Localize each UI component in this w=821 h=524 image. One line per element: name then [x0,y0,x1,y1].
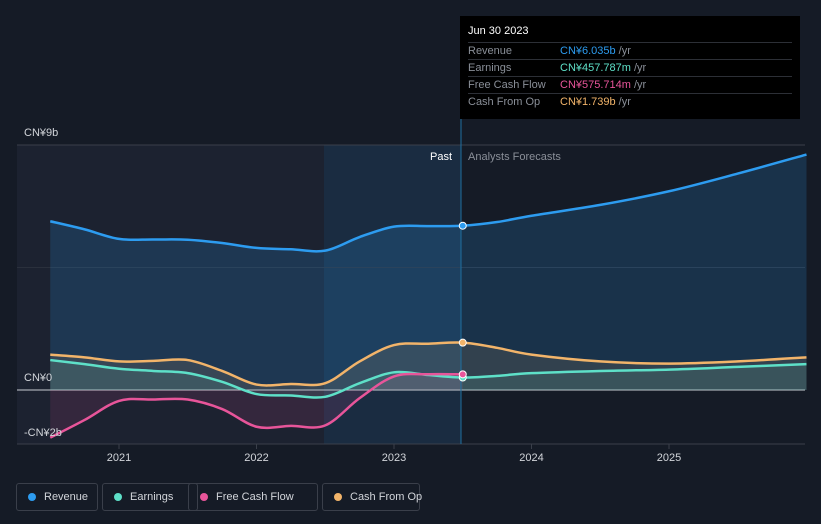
legend-label: Free Cash Flow [216,491,294,503]
x-tick-label: 2024 [519,452,543,464]
y-tick-label: -CN¥2b [24,427,62,439]
y-tick-label: CN¥0 [24,372,52,384]
cash-from-op-dot-icon [334,493,342,501]
x-tick-label: 2021 [107,452,131,464]
legend-item-earnings[interactable]: Earnings [102,483,198,511]
revenue-line [49,153,807,253]
revenue-marker [458,221,467,230]
free-cash-flow-marker [458,370,467,379]
free-cash-flow-line [49,372,463,439]
cash-from-op-marker [458,338,467,347]
x-tick-label: 2025 [657,452,681,464]
tooltip-unit: /yr [633,62,647,74]
legend-label: Cash From Op [350,491,423,503]
earnings-line [50,358,807,399]
tooltip-unit: /yr [633,79,647,91]
tooltip-value: CN¥575.714m/yr [560,77,646,93]
tooltip-row-earnings: Earnings CN¥457.787m/yr [468,59,792,76]
free-cash-flow-dot-icon [200,493,208,501]
tooltip-row-revenue: Revenue CN¥6.035b/yr [468,42,792,59]
tooltip-unit: /yr [618,96,631,108]
free-cash-flow-area [50,373,463,438]
earnings-dot-icon [114,493,122,501]
tooltip-value-text: CN¥575.714m [560,79,631,91]
legend-item-revenue[interactable]: Revenue [16,483,98,511]
tooltip-row-cash-from-op: Cash From Op CN¥1.739b/yr [468,93,792,110]
y-tick-label: CN¥9b [24,127,58,139]
tooltip-value: CN¥6.035b/yr [560,43,631,59]
tooltip-date: Jun 30 2023 [468,25,529,37]
legend-label: Revenue [44,491,89,503]
series-fills [50,154,807,438]
past-label: Past [430,151,452,163]
tooltip-unit: /yr [618,45,631,57]
revenue-area [50,154,807,390]
cash-from-op-line [50,341,807,387]
x-tick-label: 2022 [244,452,268,464]
tooltip-label: Free Cash Flow [468,79,546,91]
tooltip-row-free-cash-flow: Free Cash Flow CN¥575.714m/yr [468,76,792,93]
past-highlight-band [324,145,461,444]
earnings-area [50,360,807,398]
axis-labels: Past Analysts Forecasts CN¥9b CN¥0 -CN¥2b 2… [24,127,681,464]
series-lines [49,153,807,439]
tooltip: Jun 30 2023 Revenue CN¥6.035b/yr Earning… [460,16,800,119]
legend-label: Earnings [130,491,174,503]
tooltip-label: Earnings [468,62,512,74]
legend-item-cash-from-op[interactable]: Cash From Op [322,483,423,511]
forecast-label: Analysts Forecasts [468,151,561,163]
tooltip-label: Revenue [468,45,513,57]
cash-from-op-area [50,342,807,390]
tooltip-value: CN¥457.787m/yr [560,60,646,76]
tooltip-value-text: CN¥6.035b [560,45,616,57]
tooltip-markers [458,221,467,382]
tooltip-value-text: CN¥1.739b [560,96,616,108]
gridlines [17,144,805,445]
tooltip-value: CN¥1.739b/yr [560,94,631,110]
legend-item-free-cash-flow[interactable]: Free Cash Flow [188,483,318,511]
tooltip-value-text: CN¥457.787m [560,62,631,74]
tooltip-label: Cash From Op [468,96,541,108]
x-tick-label: 2023 [382,452,406,464]
revenue-dot-icon [28,493,36,501]
